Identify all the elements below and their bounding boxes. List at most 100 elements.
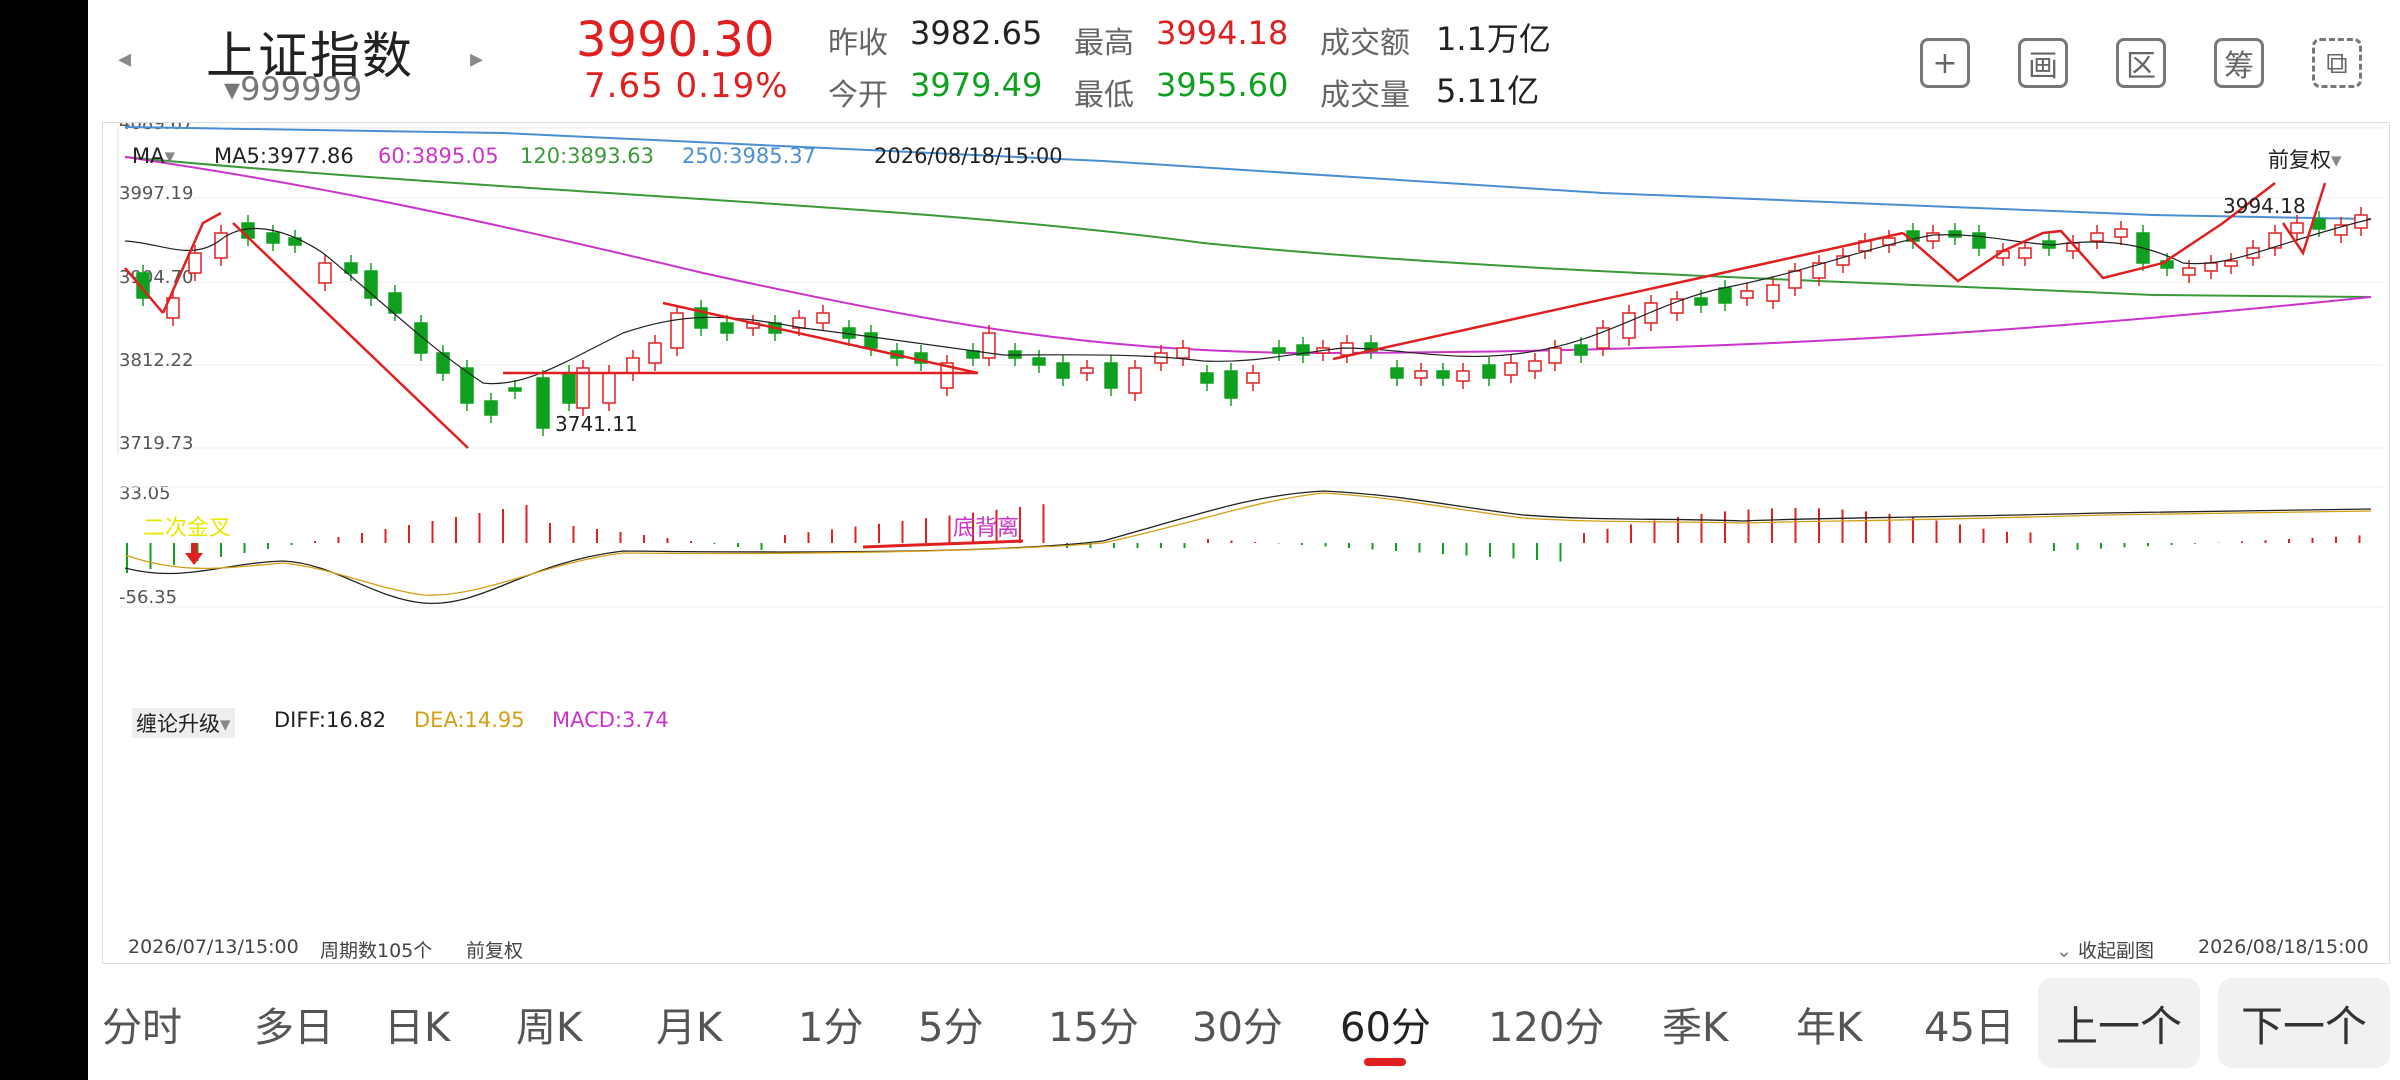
candle-body [1694, 297, 1708, 306]
tab-15分[interactable]: 15分 [1048, 1005, 1139, 1051]
diff-line [124, 490, 2372, 605]
chips-icon[interactable]: 筹 [2214, 38, 2264, 88]
candle-body [562, 372, 576, 404]
tab-60分[interactable]: 60分 [1340, 1005, 1431, 1051]
candle-body [1456, 370, 1470, 382]
ma120-value: 120:3893.63 [520, 144, 654, 168]
candle-body [1926, 232, 1940, 242]
candle-body [648, 342, 662, 364]
next-stock-button[interactable]: 下一个 [2218, 978, 2390, 1068]
volume-value: 5.11亿 [1436, 72, 1540, 110]
candle-body [1766, 284, 1780, 302]
candle-body [864, 332, 878, 349]
prev-close-label: 昨收 [828, 26, 888, 61]
indicator-selector[interactable]: 缠论升级▾ [132, 708, 235, 738]
period-count: 周期数105个 [320, 940, 433, 962]
turnover-value: 1.1万亿 [1436, 20, 1551, 58]
candle-body [1104, 362, 1118, 389]
tab-季K[interactable]: 季K [1662, 1005, 1729, 1051]
candle-body [1128, 367, 1142, 394]
tab-日K[interactable]: 日K [384, 1005, 451, 1051]
candle-body [1596, 327, 1610, 349]
kline-panel[interactable]: 4089.67 3997.19 3904.70 3812.22 3719.73 3741.… [102, 113, 2390, 964]
candle-body [1948, 230, 1962, 238]
ma5-line [124, 218, 2372, 385]
ma5-value: MA5:3977.86 [214, 144, 354, 168]
candle-body [166, 297, 180, 319]
open-value: 3979.49 [910, 66, 1043, 104]
candle-body [720, 322, 734, 334]
collapse-subchart-button[interactable]: ⌄ 收起副图 [2056, 936, 2154, 963]
candle-body [2090, 232, 2104, 242]
footer-adjust: 前复权 [466, 940, 524, 962]
macd-top-label: 33.05 [119, 483, 171, 504]
dropdown-icon: ▾ [164, 144, 176, 168]
prev-index-arrow[interactable]: ◂ [118, 44, 132, 74]
candle-body [982, 332, 996, 359]
tab-45日[interactable]: 45日 [1924, 1005, 2015, 1051]
kline-chart[interactable]: 4089.673997.193904.703812.223719.733741.… [103, 113, 2389, 963]
tab-年K[interactable]: 年K [1796, 1005, 1863, 1051]
bottom-divergence-label: 底背离 [953, 516, 1019, 541]
index-name: 上证指数 [206, 27, 414, 85]
candle-body [2018, 247, 2032, 259]
tab-月K[interactable]: 月K [656, 1005, 723, 1051]
candle-body [1548, 347, 1562, 364]
ma60-value: 60:3895.05 [378, 144, 499, 168]
ma-selector[interactable]: MA▾ [132, 144, 175, 168]
candle-body [1740, 290, 1754, 299]
tab-5分[interactable]: 5分 [918, 1005, 984, 1051]
candle-body [214, 232, 228, 259]
low-value: 3955.60 [1156, 66, 1289, 104]
candle-body [344, 262, 358, 274]
candle-body [2182, 267, 2196, 276]
candle-body [2290, 222, 2304, 234]
price-axis-label: 3719.73 [119, 433, 193, 454]
candle-body [576, 367, 590, 409]
high-value: 3994.18 [1156, 14, 1289, 52]
active-tab-indicator [1364, 1058, 1406, 1066]
candle-body [1644, 302, 1658, 324]
tab-周K[interactable]: 周K [516, 1005, 583, 1051]
dropdown-icon: ▾ [220, 712, 231, 736]
volume-label: 成交量 [1320, 78, 1410, 113]
diff-value: DIFF:16.82 [274, 708, 387, 732]
candle-body [1436, 370, 1450, 379]
golden-cross-marker [185, 543, 203, 565]
low-label: 最低 [1074, 78, 1134, 113]
next-index-arrow[interactable]: ▸ [470, 44, 484, 74]
tab-120分[interactable]: 120分 [1488, 1005, 1605, 1051]
candle-body [1414, 370, 1428, 379]
range-icon[interactable]: 区 [2116, 38, 2166, 88]
ma250-line [124, 126, 2372, 220]
index-code[interactable]: ▾999999 [224, 70, 363, 108]
current-price: 3990.30 [576, 12, 775, 68]
landscape-icon[interactable]: ⧉ [2312, 38, 2362, 88]
adjust-selector[interactable]: 前复权▾ [2268, 144, 2342, 174]
open-label: 今开 [828, 78, 888, 113]
candle-body [1718, 287, 1732, 304]
candle-body [1080, 367, 1094, 374]
ma-selector-label: MA [132, 144, 165, 168]
candle-body [792, 317, 806, 329]
candle-body [1032, 357, 1046, 366]
tab-多日[interactable]: 多日 [254, 1005, 334, 1051]
candle-body [1056, 362, 1070, 379]
app-screen: ◂ 上证指数 ▾999999 ▸ 3990.30 7.65 0.19% 昨收 3… [88, 0, 2400, 1080]
chevron-down-icon: ⌄ [2056, 940, 2072, 962]
tab-30分[interactable]: 30分 [1192, 1005, 1283, 1051]
candle-body [2334, 224, 2348, 236]
prev-stock-button[interactable]: 上一个 [2038, 978, 2200, 1068]
golden-cross-label: 二次金叉 [143, 516, 231, 541]
candle-body [816, 312, 830, 324]
tab-1分[interactable]: 1分 [798, 1005, 864, 1051]
candle-body [1574, 344, 1588, 356]
candle-body [508, 387, 522, 392]
candle-body [1340, 342, 1354, 356]
dea-line [124, 492, 2372, 596]
draw-icon[interactable]: 画 [2018, 38, 2068, 88]
tab-分时[interactable]: 分时 [102, 1005, 182, 1051]
candle-body [2114, 228, 2128, 238]
add-icon[interactable]: + [1920, 38, 1970, 88]
candle-body [602, 372, 616, 404]
